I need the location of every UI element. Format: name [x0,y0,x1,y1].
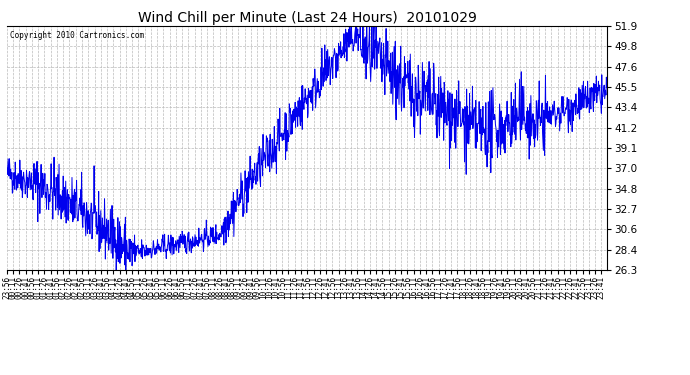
Title: Wind Chill per Minute (Last 24 Hours)  20101029: Wind Chill per Minute (Last 24 Hours) 20… [137,11,477,25]
Text: Copyright 2010 Cartronics.com: Copyright 2010 Cartronics.com [10,31,144,40]
